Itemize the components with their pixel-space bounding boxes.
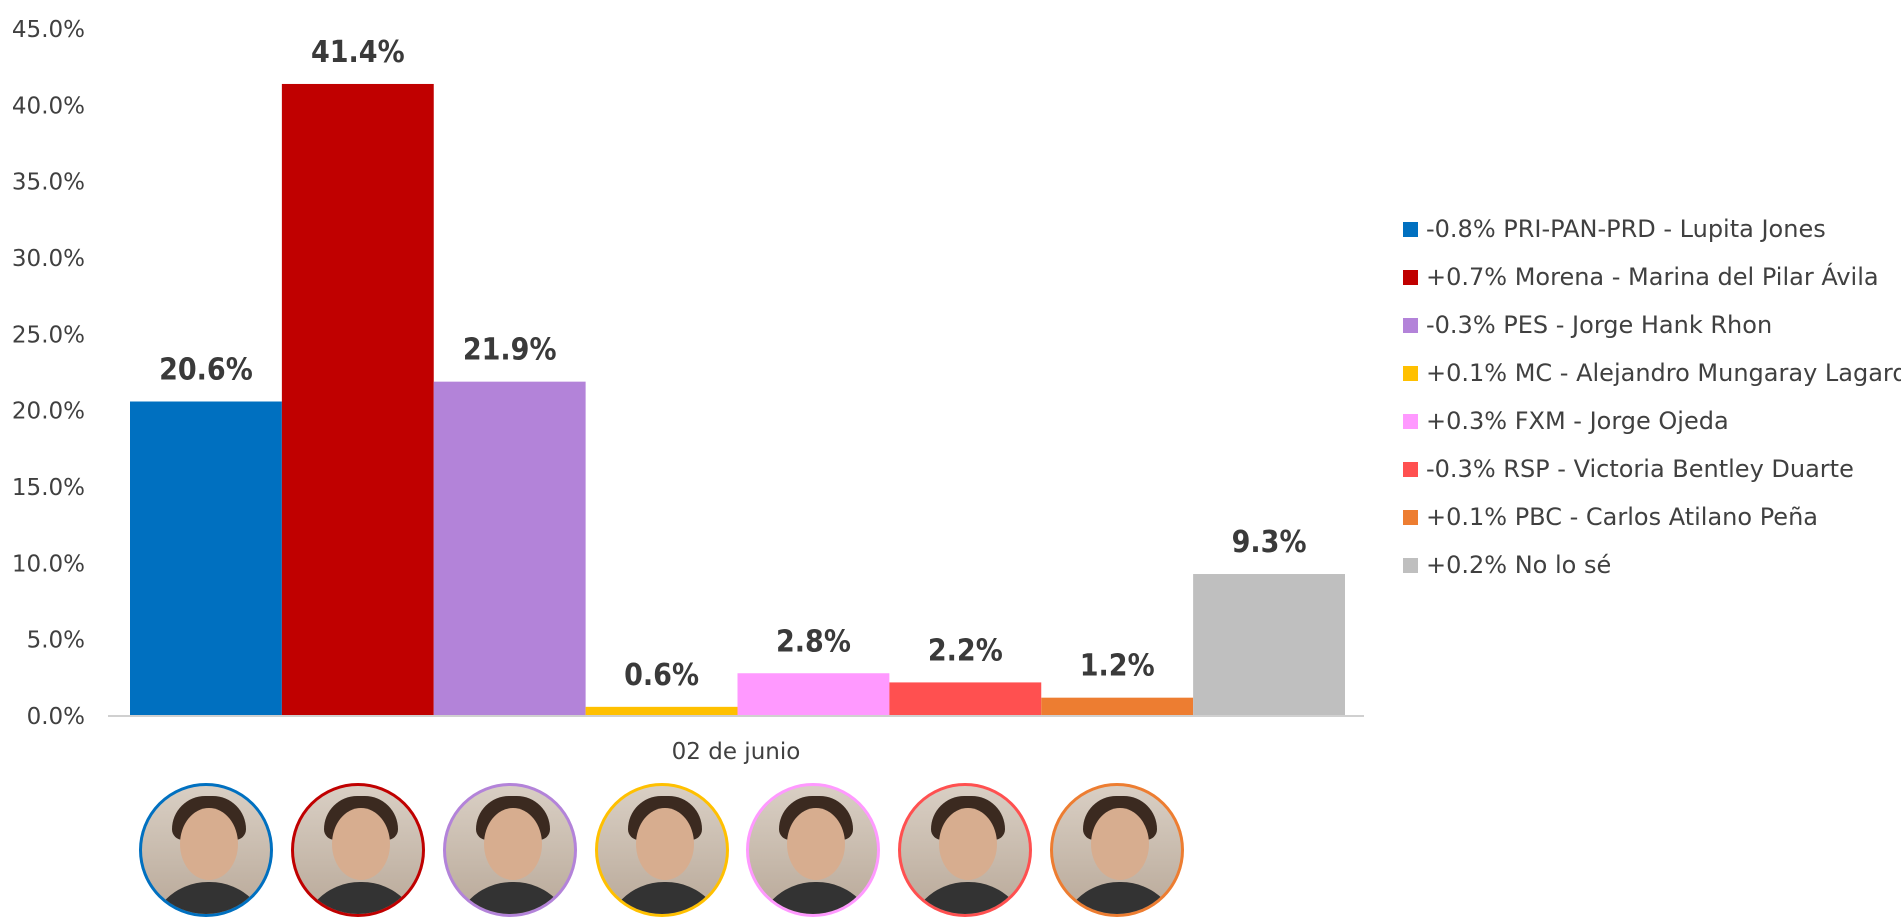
photo-face [483,808,542,880]
bar [889,682,1042,716]
data-labels: 20.6% 41.4% 21.9% 0.6% 2.8% 2.2% 1.2% 9.3% [159,35,1306,693]
legend-label: +0.7% Morena - Marina del Pilar Ávila [1426,263,1879,291]
candidate-photo [138,783,273,917]
legend-swatch [1403,317,1418,333]
legend-item: +0.1% PBC - Carlos Atilano Peña [1403,493,1901,541]
legend-swatch [1403,509,1418,525]
photo-torso [299,882,422,914]
bar-data-label: 9.3% [1232,525,1307,560]
legend-label: +0.1% MC - Alejandro Mungaray Lagarda [1426,359,1901,387]
photo-torso [603,882,726,914]
bar-data-label: 1.2% [1080,649,1155,684]
bar-data-label: 21.9% [463,333,557,368]
legend-label: -0.8% PRI-PAN-PRD - Lupita Jones [1426,215,1826,243]
bar [737,673,890,716]
photo-torso [451,882,574,914]
y-tick-label: 15.0% [12,475,85,501]
y-tick-label: 10.0% [12,551,85,577]
legend-item: +0.1% MC - Alejandro Mungaray Lagarda [1403,349,1901,397]
bar [281,83,434,716]
legend-swatch [1403,413,1418,429]
photo-face [939,808,998,880]
legend-label: +0.1% PBC - Carlos Atilano Peña [1426,503,1818,531]
y-tick-label: 25.0% [12,322,85,348]
bar-chart: 0.0% 5.0% 10.0% 15.0% 20.0% 25.0% 30.0% 35.0% 40… [12,17,1364,765]
photo-torso [755,882,878,914]
candidate-photo [898,783,1033,917]
legend-item: -0.3% RSP - Victoria Bentley Duarte [1403,445,1901,493]
legend-item: +0.3% FXM - Jorge Ojeda [1403,397,1901,445]
legend-label: -0.3% RSP - Victoria Bentley Duarte [1426,455,1854,483]
y-tick-label: 45.0% [12,17,85,43]
y-tick-label: 20.0% [12,399,85,425]
bar-data-label: 20.6% [159,353,253,388]
legend-item: +0.7% Morena - Marina del Pilar Ávila [1403,253,1901,301]
legend-swatch [1403,557,1418,573]
photo-torso [907,882,1030,914]
legend-label: +0.2% No lo sé [1426,551,1612,579]
bar [1041,697,1194,716]
bar-data-label: 2.8% [776,624,851,659]
candidate-photo [290,783,425,917]
y-tick-label: 40.0% [12,93,85,119]
bar [130,401,282,716]
legend-item: -0.3% PES - Jorge Hank Rhon [1403,301,1901,349]
x-category-label: 02 de junio [672,739,801,765]
bar-data-label: 2.2% [928,633,1003,668]
candidate-photo [1050,783,1185,917]
candidate-photo [442,783,577,917]
legend-swatch [1403,269,1418,285]
photo-face [787,808,846,880]
legend-label: +0.3% FXM - Jorge Ojeda [1426,407,1729,435]
legend-label: -0.3% PES - Jorge Hank Rhon [1426,311,1773,339]
y-tick-label: 30.0% [12,246,85,272]
legend-swatch [1403,365,1418,381]
legend-item: +0.2% No lo sé [1403,541,1901,589]
legend-item: -0.8% PRI-PAN-PRD - Lupita Jones [1403,205,1901,253]
y-tick-label: 35.0% [12,170,85,196]
photo-torso [1059,882,1182,914]
legend-swatch [1403,461,1418,477]
candidate-photo [594,783,729,917]
photo-face [331,808,390,880]
bars [130,83,1345,716]
photo-face [635,808,694,880]
photo-torso [147,882,270,914]
bar-data-label: 0.6% [624,658,699,693]
bar-data-label: 41.4% [311,35,405,70]
legend-swatch [1403,221,1418,237]
bar [433,381,586,716]
candidate-photo [746,783,881,917]
legend: -0.8% PRI-PAN-PRD - Lupita Jones +0.7% Mo… [1403,205,1901,589]
photo-face [179,808,238,880]
y-axis: 0.0% 5.0% 10.0% 15.0% 20.0% 25.0% 30.0% 35.0% 40… [12,17,85,730]
y-tick-label: 5.0% [27,628,85,654]
y-tick-label: 0.0% [27,704,85,730]
bar [1193,574,1345,716]
bar [585,706,738,716]
photo-face [1091,808,1150,880]
